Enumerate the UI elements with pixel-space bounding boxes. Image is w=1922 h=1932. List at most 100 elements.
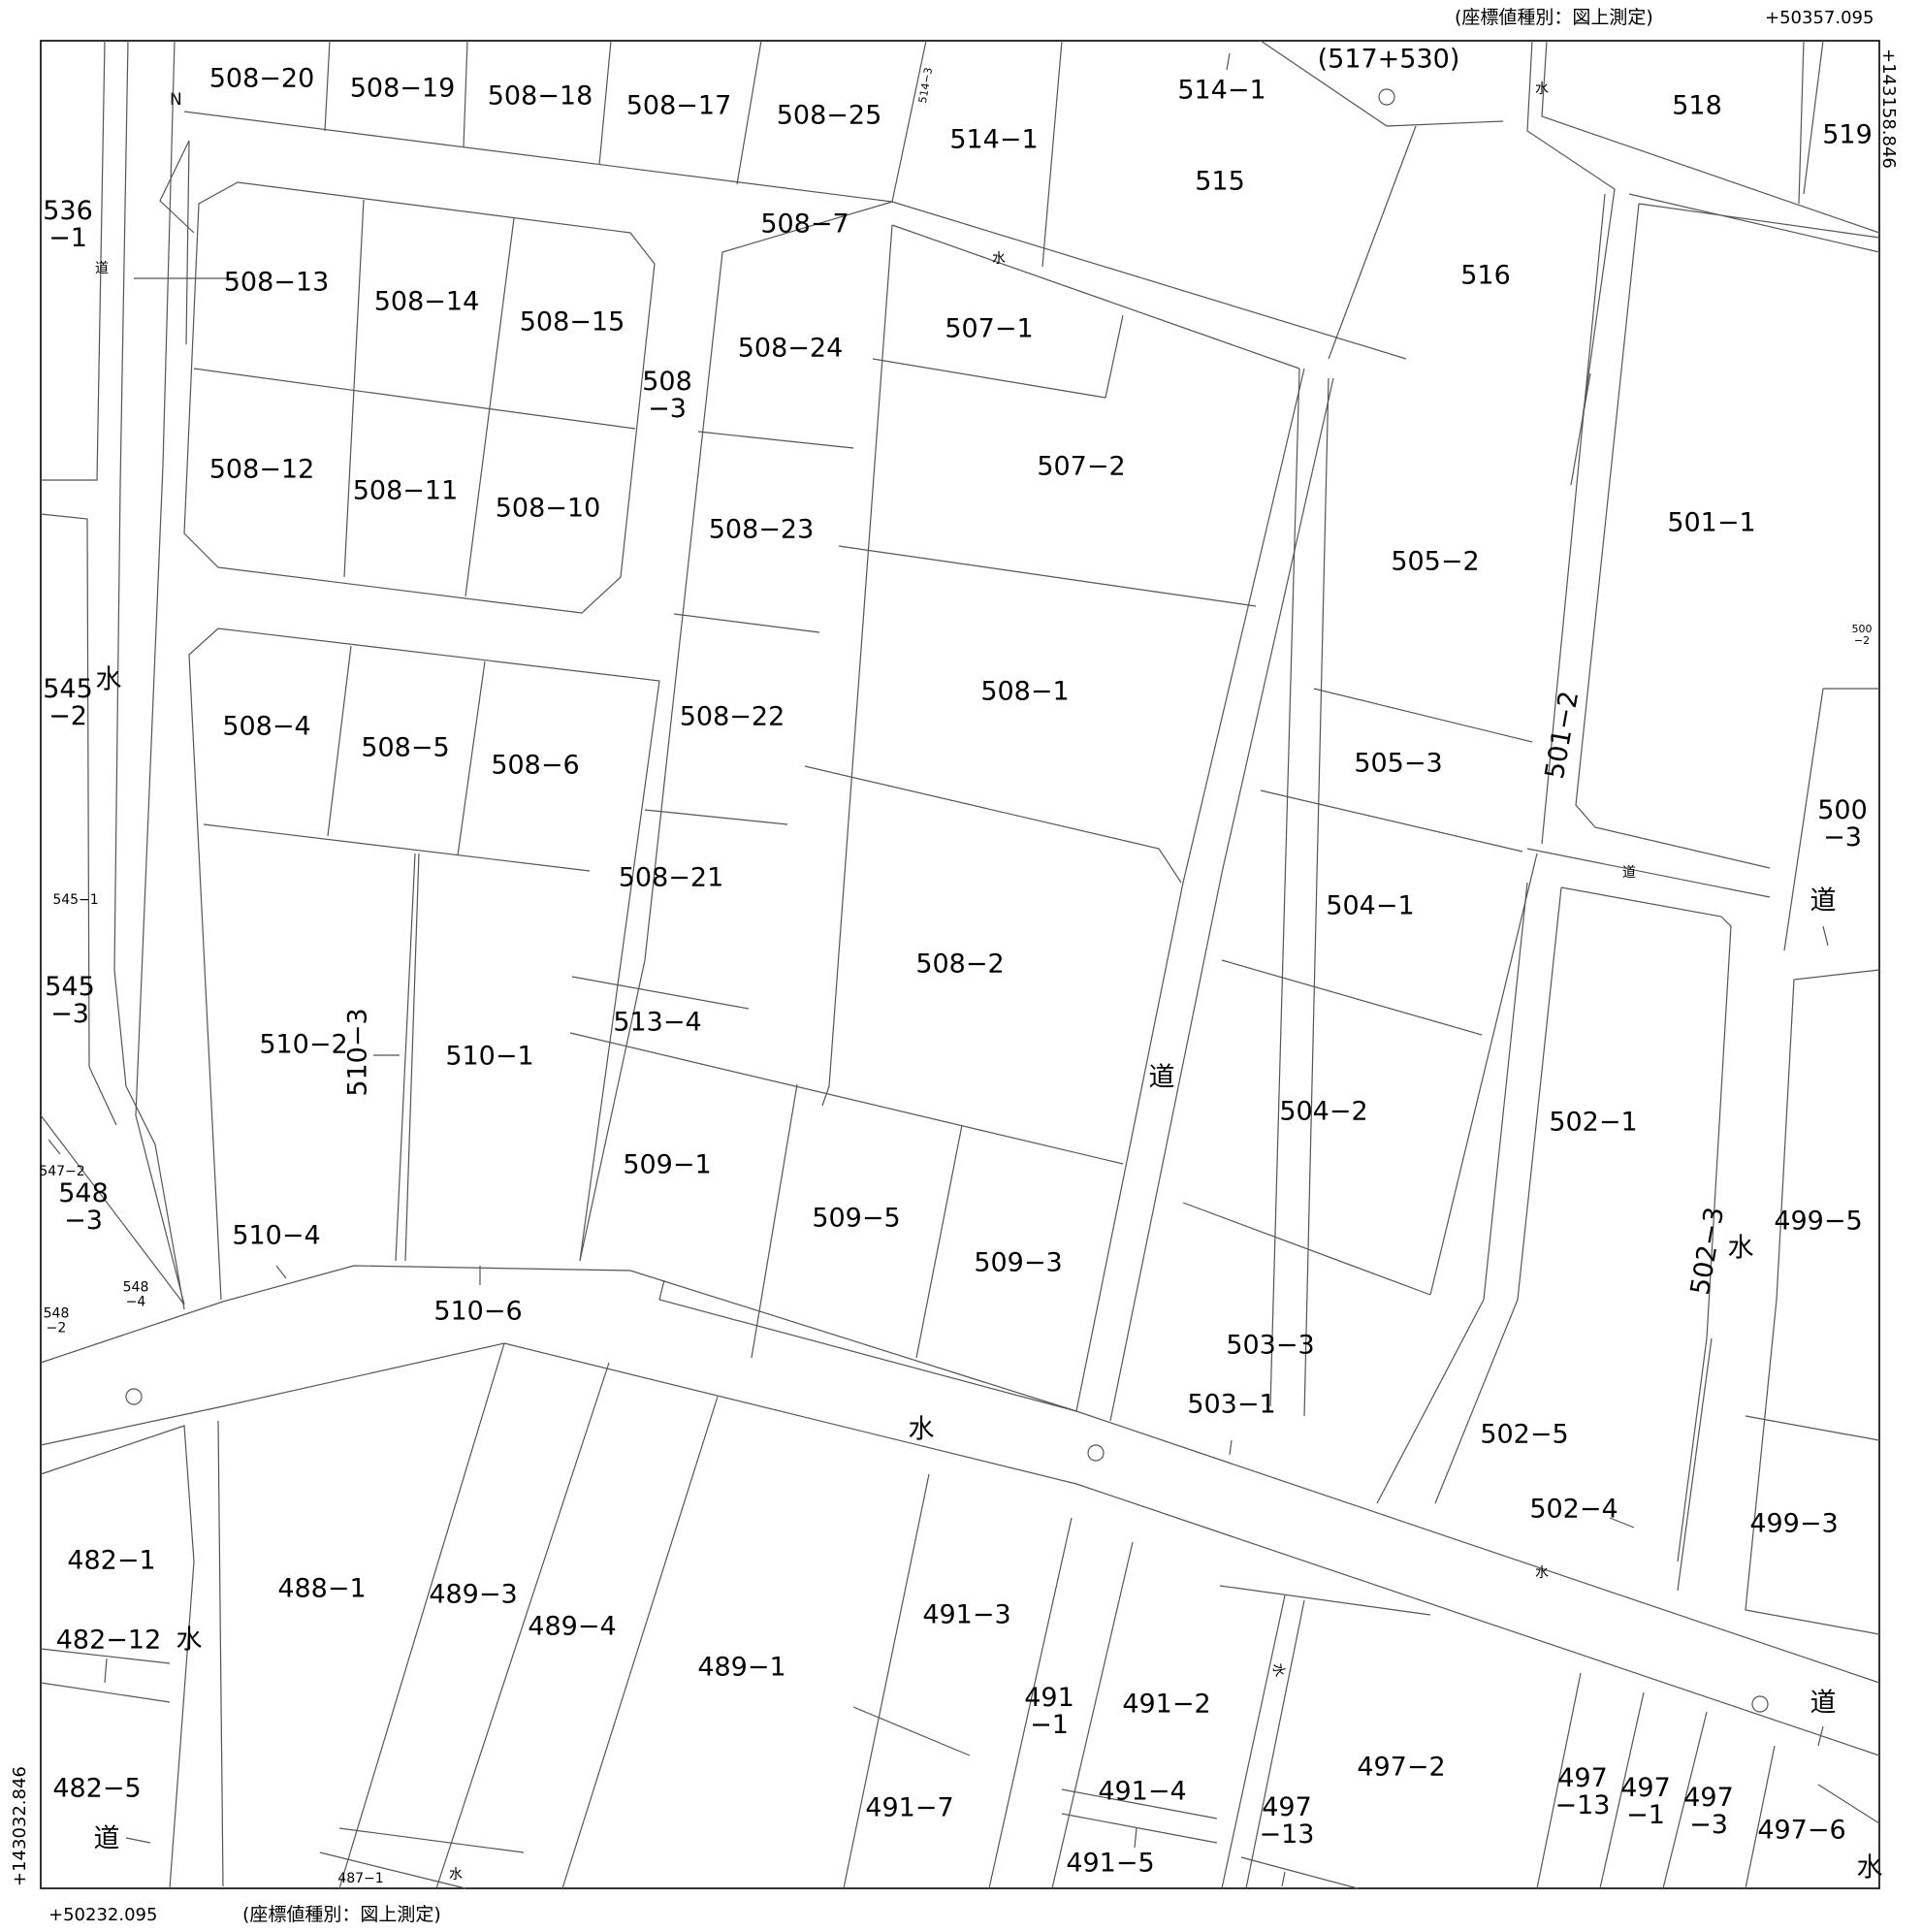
parcel-label-p-536-1: 536 −1 — [43, 196, 93, 253]
y-coordinate-left-bottom: +143032.846 — [10, 1766, 30, 1886]
leader-arrow-icon — [104, 1658, 108, 1684]
leader-arrows — [48, 52, 1829, 1887]
north-arrow-icon: N — [134, 90, 238, 345]
parcel-label-p-508-24: 508−24 — [738, 334, 844, 364]
parcel-label-p-508-22: 508−22 — [680, 702, 785, 732]
parcel-label-p-548-3: 548 −3 — [58, 1178, 109, 1236]
parcel-label-p-489-3: 489−3 — [429, 1580, 517, 1610]
north-label: N — [170, 90, 182, 110]
leader-arrow-icon — [1281, 1871, 1286, 1887]
parcel-label-p-504-2: 504−2 — [1279, 1097, 1367, 1127]
parcel-label-p-510-3: 510−3 — [343, 1008, 373, 1096]
leader-arrow-icon — [1229, 1439, 1233, 1456]
parcel-label-p-516: 516 — [1460, 261, 1511, 291]
leader-arrow-icon — [125, 1837, 151, 1844]
road-label-r-michi-1: 道 — [95, 261, 109, 276]
parcel-label-p-515: 515 — [1195, 167, 1245, 197]
parcel-label-p-518: 518 — [1672, 91, 1722, 121]
parcel-label-p-497-6: 497−6 — [1757, 1816, 1845, 1846]
survey-markers — [125, 88, 1769, 1713]
parcel-label-p-507-2: 507−2 — [1037, 452, 1125, 482]
parcel-label-p-508-11: 508−11 — [353, 476, 459, 506]
parcel-label-p-519: 519 — [1822, 120, 1873, 150]
parcel-label-p-507-1: 507−1 — [945, 314, 1033, 344]
parcel-label-p-501-1: 501−1 — [1667, 508, 1755, 538]
parcel-label-p-510-2: 510−2 — [259, 1030, 347, 1060]
parcel-label-p-497-2: 497−2 — [1357, 1753, 1445, 1783]
parcel-label-p-509-1: 509−1 — [623, 1150, 711, 1180]
road-label-r-mizu-1: 水 — [96, 665, 122, 695]
survey-marker-icon — [1087, 1444, 1105, 1462]
parcel-label-p-508-25: 508−25 — [777, 101, 882, 131]
parcel-label-p-508-21: 508−21 — [619, 863, 724, 893]
parcel-label-p-502-1: 502−1 — [1549, 1108, 1637, 1138]
road-label-r-michi-2: 道 — [1622, 865, 1636, 881]
parcel-label-p-508-3: 508 −3 — [642, 367, 692, 424]
survey-marker-icon — [1751, 1695, 1769, 1713]
x-coordinate-top-right: +50357.095 — [1765, 8, 1874, 28]
parcel-label-p-508-5: 508−5 — [361, 733, 449, 763]
leader-arrow-icon — [1226, 52, 1231, 71]
road-label-r-mizu-6: 水 — [1535, 1565, 1549, 1581]
parcel-label-p-491-2: 491−2 — [1122, 1690, 1210, 1720]
parcel-label-p-508-14: 508−14 — [374, 287, 480, 317]
parcel-label-p-508-17: 508−17 — [626, 91, 732, 121]
parcel-label-p-548-2: 548 −2 — [44, 1306, 70, 1336]
leader-arrow-icon — [48, 1139, 61, 1155]
parcel-label-p-510-4: 510−4 — [232, 1221, 320, 1251]
parcel-label-p-504-1: 504−1 — [1326, 891, 1414, 921]
coordinate-type-bottom: (座標値種別：図上測定) — [242, 1904, 441, 1925]
parcel-label-p-502-5: 502−5 — [1480, 1420, 1568, 1450]
parcel-label-p-491-5: 491−5 — [1066, 1849, 1154, 1879]
parcel-labels: 508−20 508−19 508−18 508−17 508−25 514−3 514−1… — [39, 45, 1872, 1887]
parcel-label-p-497-13b: 497 −13 — [1555, 1763, 1611, 1820]
road-label-r-michi-6: 道 — [94, 1824, 120, 1854]
parcel-label-p-508-20: 508−20 — [209, 64, 315, 94]
map-frame — [40, 40, 1880, 1889]
parcel-label-p-499-5: 499−5 — [1774, 1207, 1862, 1237]
leader-arrow-icon — [1609, 1517, 1635, 1529]
parcel-label-p-502-3: 502−3 — [1685, 1205, 1730, 1297]
parcel-label-p-508-19: 508−19 — [350, 74, 456, 104]
parcel-label-p-508-15: 508−15 — [520, 307, 625, 338]
coordinate-type-top: (座標値種別：図上測定) — [1455, 7, 1653, 28]
parcel-label-p-514-3: 514−3 — [916, 66, 935, 104]
road-label-r-mizu-8: 水 — [1269, 1662, 1287, 1679]
leader-arrow-icon — [1134, 1827, 1137, 1849]
parcel-label-p-509-3: 509−3 — [974, 1248, 1062, 1278]
parcel-label-p-505-2: 505−2 — [1391, 547, 1479, 577]
parcel-label-p-488-1: 488−1 — [277, 1574, 366, 1604]
parcel-label-p-508-23: 508−23 — [709, 515, 815, 545]
parcel-label-p-508-4: 508−4 — [222, 712, 310, 742]
parcel-label-p-508-7: 508−7 — [760, 209, 849, 240]
parcel-label-p-491-7: 491−7 — [865, 1793, 953, 1823]
parcel-label-p-489-1: 489−1 — [697, 1653, 785, 1683]
road-label-r-mizu-5: 水 — [909, 1415, 935, 1445]
parcel-label-p-497-1: 497 −1 — [1620, 1773, 1671, 1830]
parcel-label-p-514-1a: 514−1 — [1177, 76, 1265, 106]
parcel-label-p-508-6: 508−6 — [491, 751, 579, 781]
parcel-label-p-508-13: 508−13 — [224, 268, 330, 298]
parcel-label-p-482-5: 482−5 — [52, 1774, 141, 1804]
parcel-label-p-508-2: 508−2 — [915, 950, 1004, 980]
parcel-label-p-547-2: 547−2 — [39, 1164, 84, 1179]
parcel-label-p-510-6: 510−6 — [433, 1297, 522, 1327]
road-label-r-mizu-7: 水 — [176, 1626, 203, 1656]
parcel-label-p-487-1: 487−1 — [337, 1871, 383, 1886]
parcel-label-p-482-12: 482−12 — [56, 1626, 162, 1656]
parcel-label-p-505-3: 505−3 — [1354, 749, 1442, 779]
x-coordinate-bottom-left: +50232.095 — [48, 1905, 157, 1925]
y-coordinate-right-top: +143158.846 — [1878, 48, 1899, 169]
parcel-label-p-508-1: 508−1 — [980, 677, 1069, 707]
parcel-label-p-510-1: 510−1 — [445, 1042, 533, 1072]
parcel-label-p-491-1: 491 −1 — [1024, 1683, 1074, 1740]
leader-arrow-icon — [1822, 925, 1829, 947]
parcel-label-p-545-2: 545 −2 — [43, 674, 93, 731]
leader-arrow-icon — [275, 1265, 287, 1279]
parcel-label-p-502-4: 502−4 — [1529, 1495, 1618, 1525]
road-label-r-mizu-9: 水 — [449, 1867, 463, 1883]
parcel-label-p-517-530: (517+530) — [1318, 45, 1460, 75]
parcel-label-p-545-3: 545 −3 — [45, 972, 95, 1029]
